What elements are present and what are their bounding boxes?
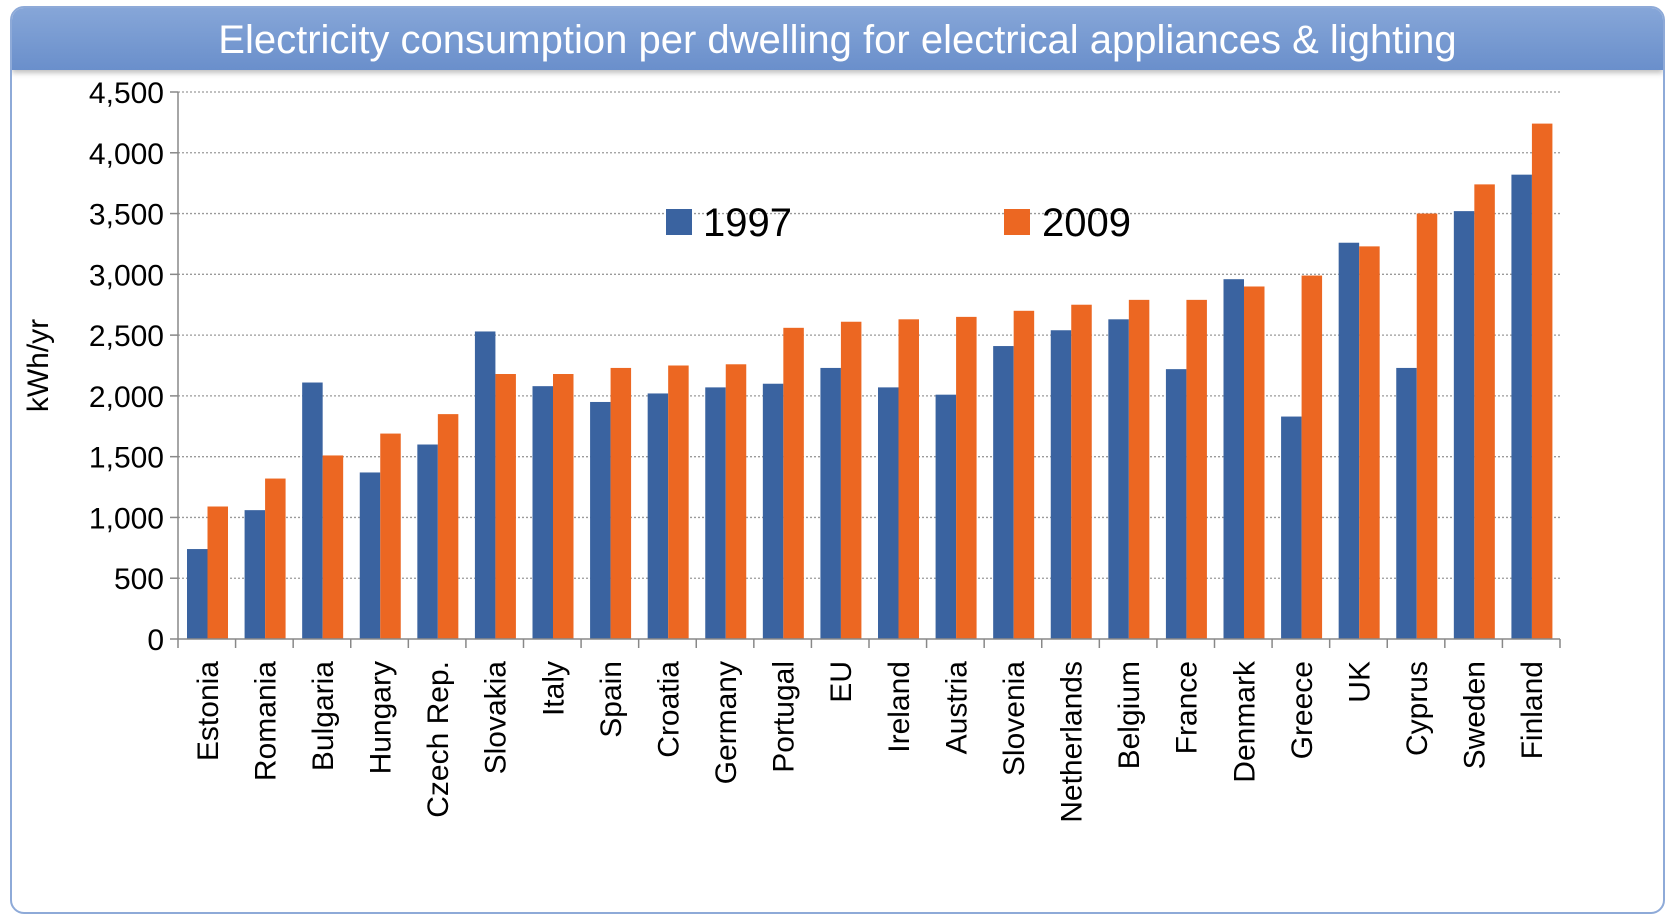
bar-1997-belgium: [1108, 319, 1129, 639]
x-tick-label: Cyprus: [1401, 661, 1434, 756]
bar-2009-italy: [553, 374, 574, 639]
bar-1997-germany: [705, 387, 726, 639]
x-tick-label: Denmark: [1228, 660, 1261, 783]
bar-1997-cyprus: [1396, 367, 1417, 639]
x-tick-label: Spain: [595, 661, 628, 738]
bar-1997-austria: [935, 394, 957, 639]
bar-2009-czech-rep: [437, 414, 459, 639]
bar-1997-sweden: [1453, 211, 1475, 639]
axes: 0 500 1,000 1,500 2,000 2,500 3,000 3,500 4,000 4…: [22, 77, 1561, 823]
x-tick-label: Hungary: [365, 661, 398, 774]
bar-1997-denmark: [1223, 279, 1244, 639]
bar-1997-croatia: [647, 393, 669, 639]
x-tick-label: France: [1171, 661, 1204, 754]
x-tick-label: Romania: [249, 661, 282, 781]
bar-1997-czech-rep: [417, 444, 438, 639]
x-tick-label: Belgium: [1113, 661, 1146, 769]
x-tick-label: EU: [825, 661, 858, 703]
x-tick-label: Slovakia: [480, 661, 513, 775]
bar-2009-denmark: [1244, 286, 1265, 639]
x-tick-label: Ireland: [883, 661, 916, 753]
bar-1997-france: [1165, 369, 1187, 639]
bar-2009-netherlands: [1071, 304, 1092, 639]
bar-2009-bulgaria: [322, 455, 344, 639]
x-tick-label: Bulgaria: [307, 661, 340, 771]
bar-2009-spain: [610, 367, 632, 639]
y-tick-label: 3,500: [89, 199, 164, 232]
bar-1997-slovenia: [993, 346, 1014, 639]
bar-2009-germany: [725, 364, 747, 639]
bar-1997-slovakia: [474, 331, 496, 639]
bar-2009-croatia: [668, 365, 689, 639]
bar-1997-ireland: [878, 387, 899, 639]
legend: 1997 2009: [666, 201, 1131, 245]
bar-1997-italy: [532, 386, 553, 639]
y-tick-label: 4,500: [89, 77, 164, 110]
legend-swatch-1997: [666, 209, 692, 235]
bar-1997-estonia: [187, 549, 208, 639]
x-tick-label: Portugal: [768, 661, 801, 773]
bar-1997-finland: [1511, 174, 1532, 639]
x-tick-label: Italy: [537, 661, 570, 716]
bar-2009-cyprus: [1416, 213, 1438, 640]
bar-2009-finland: [1531, 123, 1553, 640]
bar-1997-hungary: [359, 472, 381, 639]
y-tick-label: 1,000: [89, 502, 164, 535]
bars: [187, 123, 1553, 640]
bar-1997-romania: [244, 510, 266, 639]
y-tick-label: 2,000: [89, 381, 164, 414]
legend-swatch-2009: [1004, 209, 1030, 235]
bar-2009-slovenia: [1013, 310, 1035, 639]
x-tick-label: Sweden: [1459, 661, 1492, 769]
x-tick-label: Austria: [940, 661, 973, 755]
x-tick-label: Finland: [1516, 661, 1549, 759]
chart-svg: 0 500 1,000 1,500 2,000 2,500 3,000 3,500 4,000 4…: [22, 77, 1561, 823]
bar-2009-austria: [956, 316, 977, 639]
x-tick-label: Estonia: [192, 661, 225, 761]
y-tick-label: 500: [114, 563, 164, 596]
y-tick-label: 1,500: [89, 442, 164, 475]
bar-2009-eu: [840, 321, 862, 639]
bar-1997-uk: [1338, 242, 1360, 639]
bar-1997-eu: [820, 367, 841, 639]
bar-2009-ireland: [898, 319, 919, 639]
y-tick-label: 2,500: [89, 320, 164, 353]
bar-2009-romania: [265, 478, 286, 639]
x-tick-label: Netherlands: [1056, 661, 1089, 823]
bar-2009-slovakia: [495, 374, 516, 639]
x-tick-label: Slovenia: [998, 661, 1031, 776]
bar-2009-greece: [1301, 275, 1323, 639]
bar-2009-portugal: [783, 327, 804, 639]
bar-2009-hungary: [380, 433, 401, 639]
bar-2009-france: [1186, 299, 1207, 639]
bar-1997-netherlands: [1050, 330, 1072, 639]
legend-label-1997: 1997: [703, 201, 792, 245]
bar-1997-spain: [590, 401, 611, 639]
x-tick-label: Germany: [710, 661, 743, 784]
bar-2009-belgium: [1128, 299, 1150, 639]
chart-frame: Electricity consumption per dwelling for…: [10, 6, 1665, 914]
y-tick-label: 3,000: [89, 259, 164, 292]
bar-1997-portugal: [762, 383, 784, 639]
bar-1997-greece: [1281, 416, 1302, 639]
x-tick-label: Croatia: [652, 661, 685, 758]
legend-label-2009: 2009: [1042, 201, 1131, 245]
x-tick-label: Czech Rep.: [422, 661, 455, 818]
chart-title: Electricity consumption per dwelling for…: [12, 8, 1663, 70]
x-tick-label: UK: [1343, 661, 1376, 703]
y-tick-label: 0: [147, 624, 164, 657]
bar-1997-bulgaria: [302, 382, 323, 639]
y-axis-label: kWh/yr: [22, 319, 55, 412]
bar-2009-uk: [1359, 246, 1380, 639]
bar-2009-estonia: [207, 506, 228, 639]
bar-2009-sweden: [1474, 184, 1495, 640]
x-tick-label: Greece: [1286, 661, 1319, 759]
y-tick-label: 4,000: [89, 138, 164, 171]
